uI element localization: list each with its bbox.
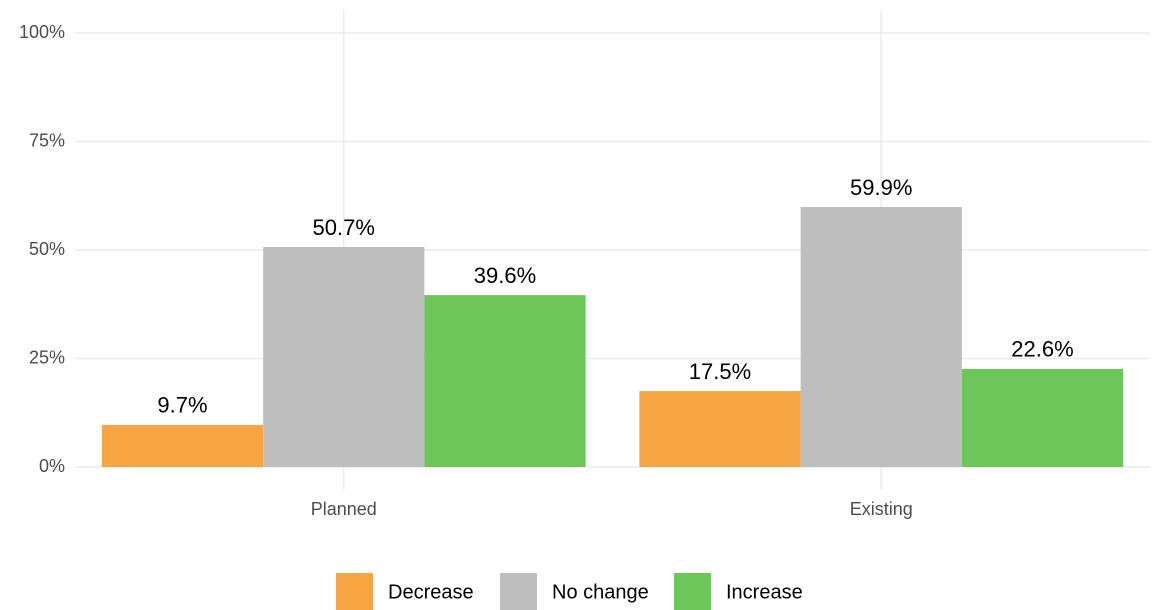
y-tick-label: 75% bbox=[29, 130, 65, 150]
x-tick-label: Planned bbox=[311, 499, 377, 519]
value-label: 59.9% bbox=[850, 175, 912, 200]
bar bbox=[800, 207, 962, 467]
bar bbox=[961, 368, 1124, 467]
bar bbox=[263, 246, 425, 467]
y-tick-label: 100% bbox=[19, 22, 65, 42]
value-label: 39.6% bbox=[474, 263, 536, 288]
value-label: 17.5% bbox=[689, 359, 751, 384]
legend-label: Decrease bbox=[388, 581, 474, 603]
value-label: 22.6% bbox=[1011, 337, 1073, 362]
y-tick-label: 0% bbox=[39, 456, 65, 476]
legend-label: No change bbox=[552, 581, 649, 603]
legend-swatch bbox=[336, 573, 373, 610]
bar bbox=[639, 391, 801, 467]
value-label: 9.7% bbox=[157, 393, 207, 418]
value-label: 50.7% bbox=[313, 215, 375, 240]
legend-swatch bbox=[674, 573, 711, 610]
y-tick-label: 25% bbox=[29, 347, 65, 367]
legend-swatch bbox=[500, 573, 537, 610]
x-tick-label: Existing bbox=[850, 499, 913, 519]
legend-label: Increase bbox=[726, 581, 803, 603]
y-tick-label: 50% bbox=[29, 239, 65, 259]
bar bbox=[424, 295, 586, 467]
bar bbox=[101, 424, 264, 467]
